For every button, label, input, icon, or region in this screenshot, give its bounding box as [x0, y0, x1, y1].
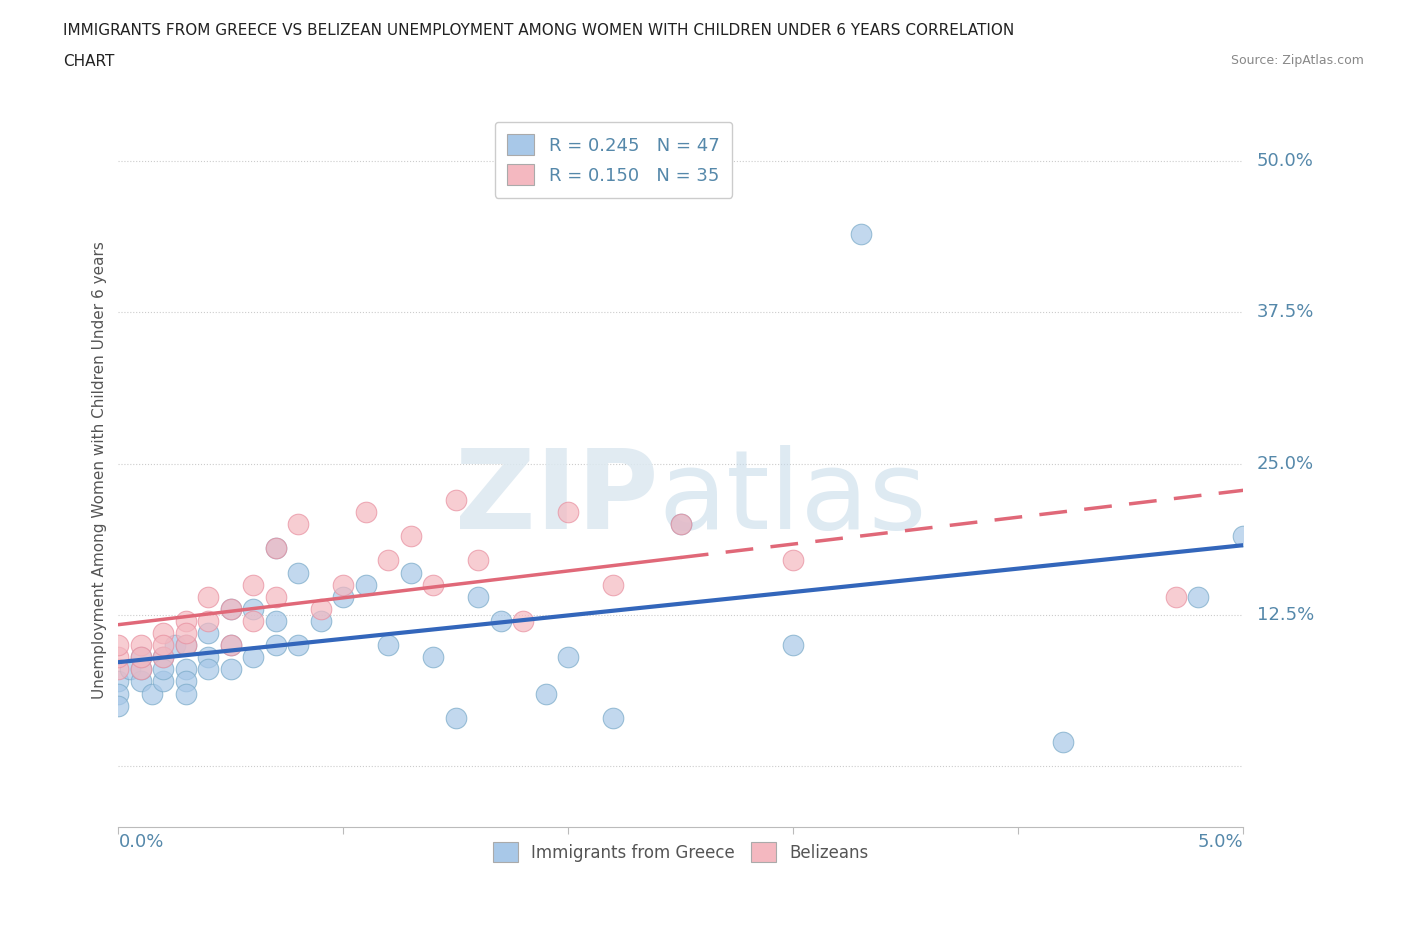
Point — [399, 565, 422, 580]
Point — [107, 662, 129, 677]
Point — [422, 650, 444, 665]
Point — [152, 674, 174, 689]
Text: 12.5%: 12.5% — [1257, 606, 1315, 624]
Point — [399, 529, 422, 544]
Point — [467, 590, 489, 604]
Point — [1187, 590, 1209, 604]
Point — [467, 553, 489, 568]
Point — [152, 662, 174, 677]
Point — [354, 578, 377, 592]
Point — [152, 626, 174, 641]
Point — [264, 541, 287, 556]
Point — [219, 662, 242, 677]
Point — [309, 614, 332, 629]
Point — [444, 711, 467, 725]
Point — [152, 650, 174, 665]
Point — [287, 638, 309, 653]
Point — [174, 638, 197, 653]
Point — [107, 674, 129, 689]
Point — [197, 626, 219, 641]
Text: 50.0%: 50.0% — [1257, 153, 1313, 170]
Point — [264, 541, 287, 556]
Point — [602, 578, 624, 592]
Point — [377, 638, 399, 653]
Point — [444, 493, 467, 508]
Point — [107, 650, 129, 665]
Point — [118, 662, 141, 677]
Point — [197, 650, 219, 665]
Text: CHART: CHART — [63, 54, 115, 69]
Text: 25.0%: 25.0% — [1257, 455, 1313, 472]
Text: 5.0%: 5.0% — [1198, 832, 1243, 851]
Point — [422, 578, 444, 592]
Point — [107, 686, 129, 701]
Point — [512, 614, 534, 629]
Point — [242, 650, 264, 665]
Point — [219, 602, 242, 617]
Text: 37.5%: 37.5% — [1257, 303, 1315, 322]
Point — [129, 662, 152, 677]
Point — [1052, 735, 1074, 750]
Legend: Immigrants from Greece, Belizeans: Immigrants from Greece, Belizeans — [486, 836, 876, 869]
Point — [129, 650, 152, 665]
Text: ZIP: ZIP — [456, 445, 658, 551]
Point — [129, 638, 152, 653]
Point — [174, 626, 197, 641]
Point — [197, 662, 219, 677]
Point — [287, 517, 309, 532]
Point — [264, 638, 287, 653]
Point — [174, 674, 197, 689]
Point — [264, 590, 287, 604]
Point — [1164, 590, 1187, 604]
Point — [129, 674, 152, 689]
Y-axis label: Unemployment Among Women with Children Under 6 years: Unemployment Among Women with Children U… — [93, 241, 107, 698]
Point — [309, 602, 332, 617]
Point — [152, 650, 174, 665]
Point — [141, 686, 163, 701]
Text: Source: ZipAtlas.com: Source: ZipAtlas.com — [1230, 54, 1364, 67]
Point — [219, 602, 242, 617]
Point — [849, 226, 872, 241]
Point — [602, 711, 624, 725]
Point — [197, 590, 219, 604]
Point — [129, 650, 152, 665]
Point — [557, 650, 579, 665]
Point — [242, 614, 264, 629]
Point — [242, 578, 264, 592]
Text: atlas: atlas — [658, 445, 927, 551]
Point — [534, 686, 557, 701]
Point — [152, 638, 174, 653]
Point — [174, 638, 197, 653]
Point — [669, 517, 692, 532]
Point — [354, 505, 377, 520]
Point — [782, 553, 804, 568]
Point — [287, 565, 309, 580]
Point — [197, 614, 219, 629]
Point — [174, 614, 197, 629]
Point — [107, 698, 129, 713]
Point — [782, 638, 804, 653]
Point — [174, 686, 197, 701]
Point — [669, 517, 692, 532]
Point — [332, 590, 354, 604]
Point — [489, 614, 512, 629]
Point — [219, 638, 242, 653]
Point — [332, 578, 354, 592]
Point — [107, 638, 129, 653]
Text: 0.0%: 0.0% — [118, 832, 165, 851]
Point — [174, 662, 197, 677]
Point — [557, 505, 579, 520]
Point — [219, 638, 242, 653]
Point — [242, 602, 264, 617]
Point — [377, 553, 399, 568]
Text: IMMIGRANTS FROM GREECE VS BELIZEAN UNEMPLOYMENT AMONG WOMEN WITH CHILDREN UNDER : IMMIGRANTS FROM GREECE VS BELIZEAN UNEMP… — [63, 23, 1015, 38]
Point — [129, 662, 152, 677]
Point — [163, 638, 186, 653]
Point — [1232, 529, 1254, 544]
Point — [264, 614, 287, 629]
